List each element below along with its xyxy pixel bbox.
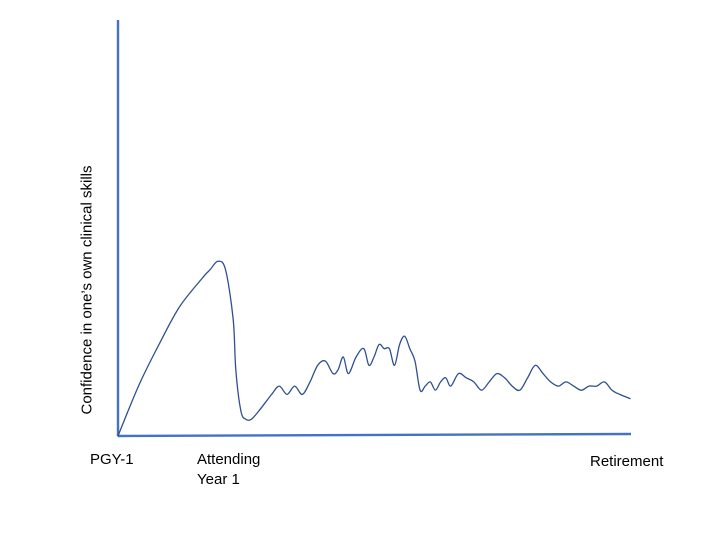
x-tick-label-pgy1: PGY-1	[90, 451, 134, 468]
y-axis-label: Confidence in one’s own clinical skills	[78, 165, 96, 415]
x-tick-label-attending-line1: Attending	[197, 451, 261, 468]
x-tick-label-retirement: Retirement	[590, 453, 664, 470]
series-line	[117, 260, 631, 437]
x-axis-line	[117, 432, 632, 438]
x-tick-label-attending-line2: Year 1	[197, 471, 240, 488]
